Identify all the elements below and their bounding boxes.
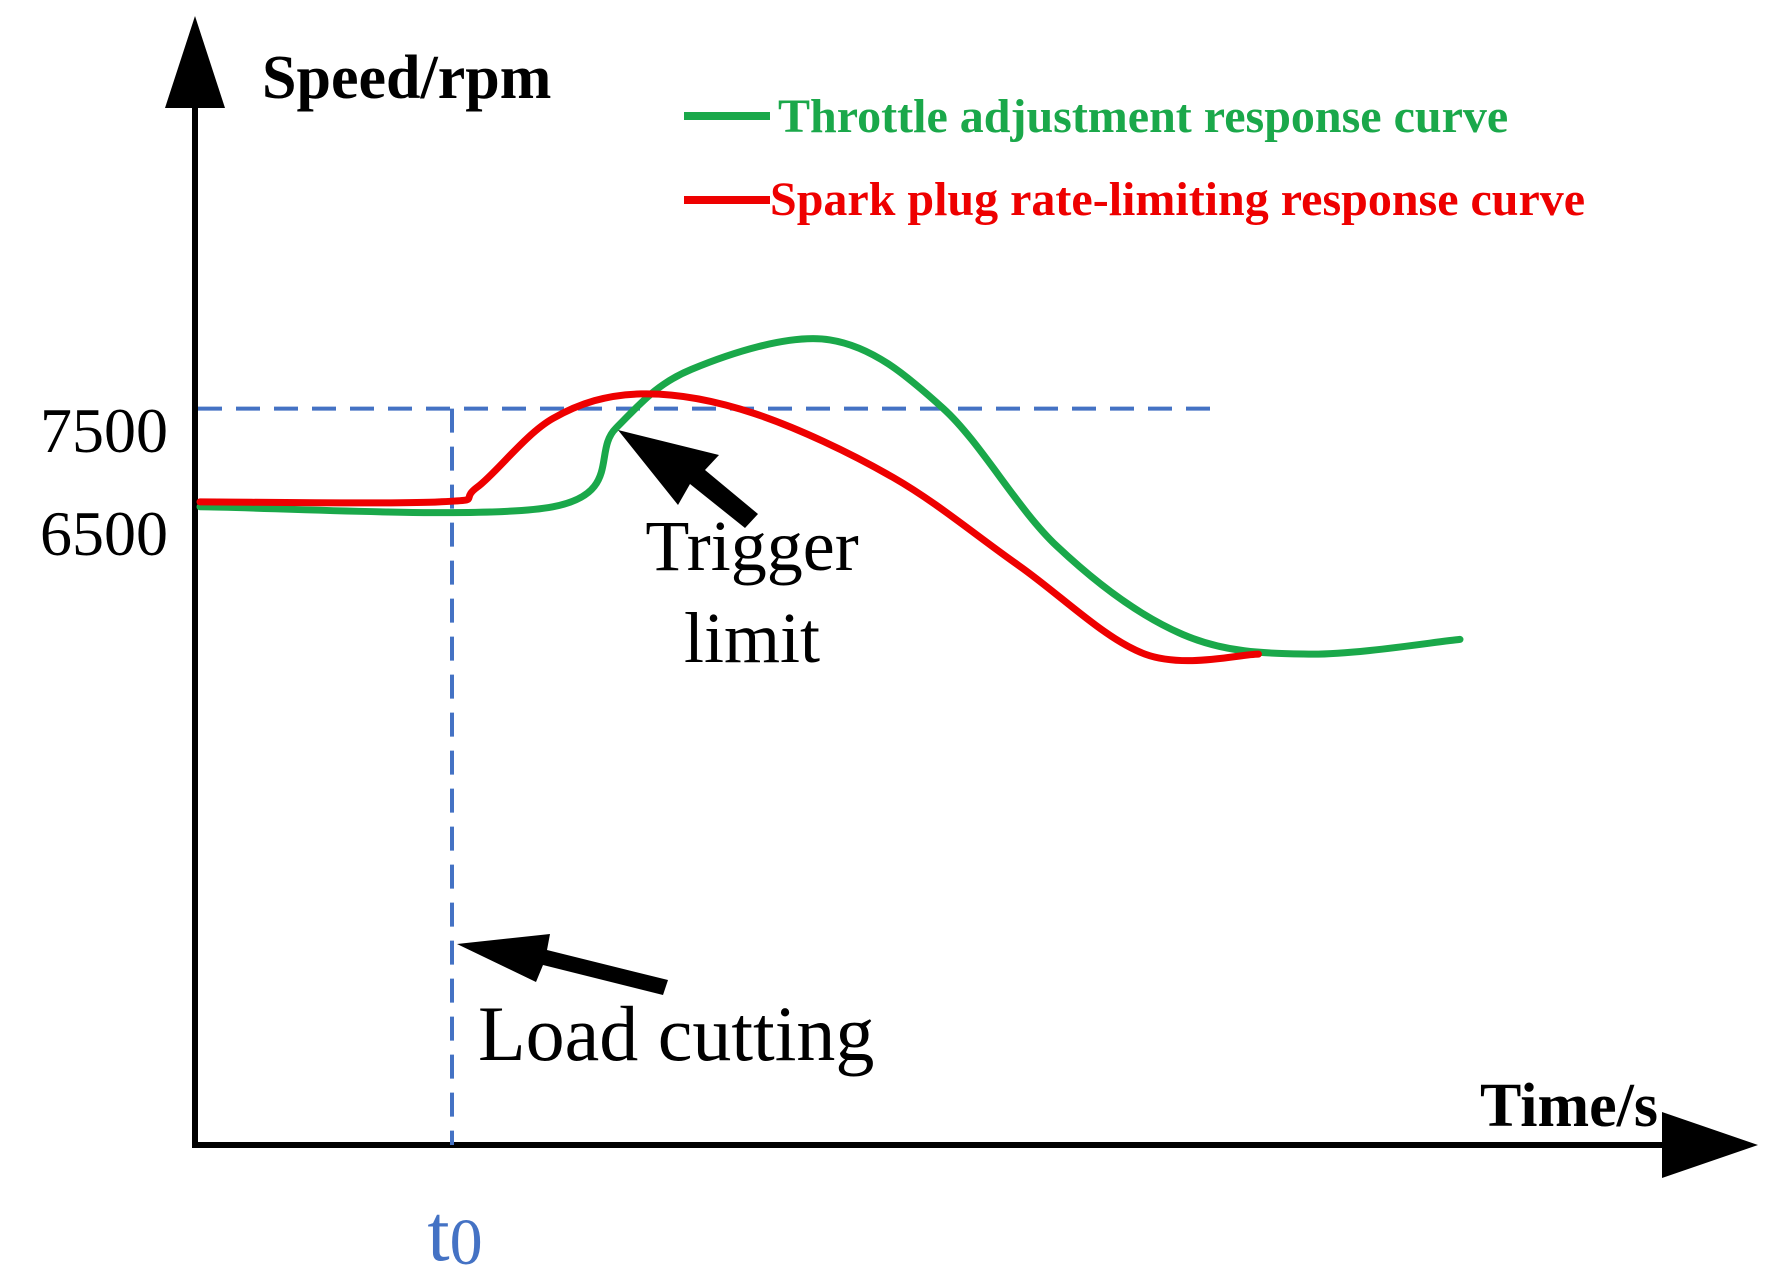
- y-tick-label-7500: 7500: [40, 395, 168, 466]
- x-axis-label: Time/s: [1480, 1072, 1658, 1140]
- series-line-spark-plug: [196, 390, 1262, 665]
- y-tick-label-6500: 6500: [40, 498, 168, 569]
- legend-label-spark-plug: Spark plug rate-limiting response curve: [770, 173, 1585, 226]
- x-tick-label-t0: t0: [427, 1190, 482, 1279]
- legend-label-throttle: Throttle adjustment response curve: [778, 90, 1508, 143]
- load-cutting-label: Load cutting: [478, 990, 874, 1077]
- y-axis-arrowhead: [165, 16, 225, 108]
- x-axis-arrowhead: [1662, 1112, 1758, 1178]
- trigger-limit-label-line1: Trigger: [645, 506, 858, 586]
- trigger-limit-label-line2: limit: [684, 598, 820, 678]
- series-line-throttle: [196, 335, 1464, 658]
- load-cutting-arrow: [457, 934, 668, 995]
- y-axis-label: Speed/rpm: [262, 44, 551, 112]
- trigger-limit-arrow: [618, 430, 758, 528]
